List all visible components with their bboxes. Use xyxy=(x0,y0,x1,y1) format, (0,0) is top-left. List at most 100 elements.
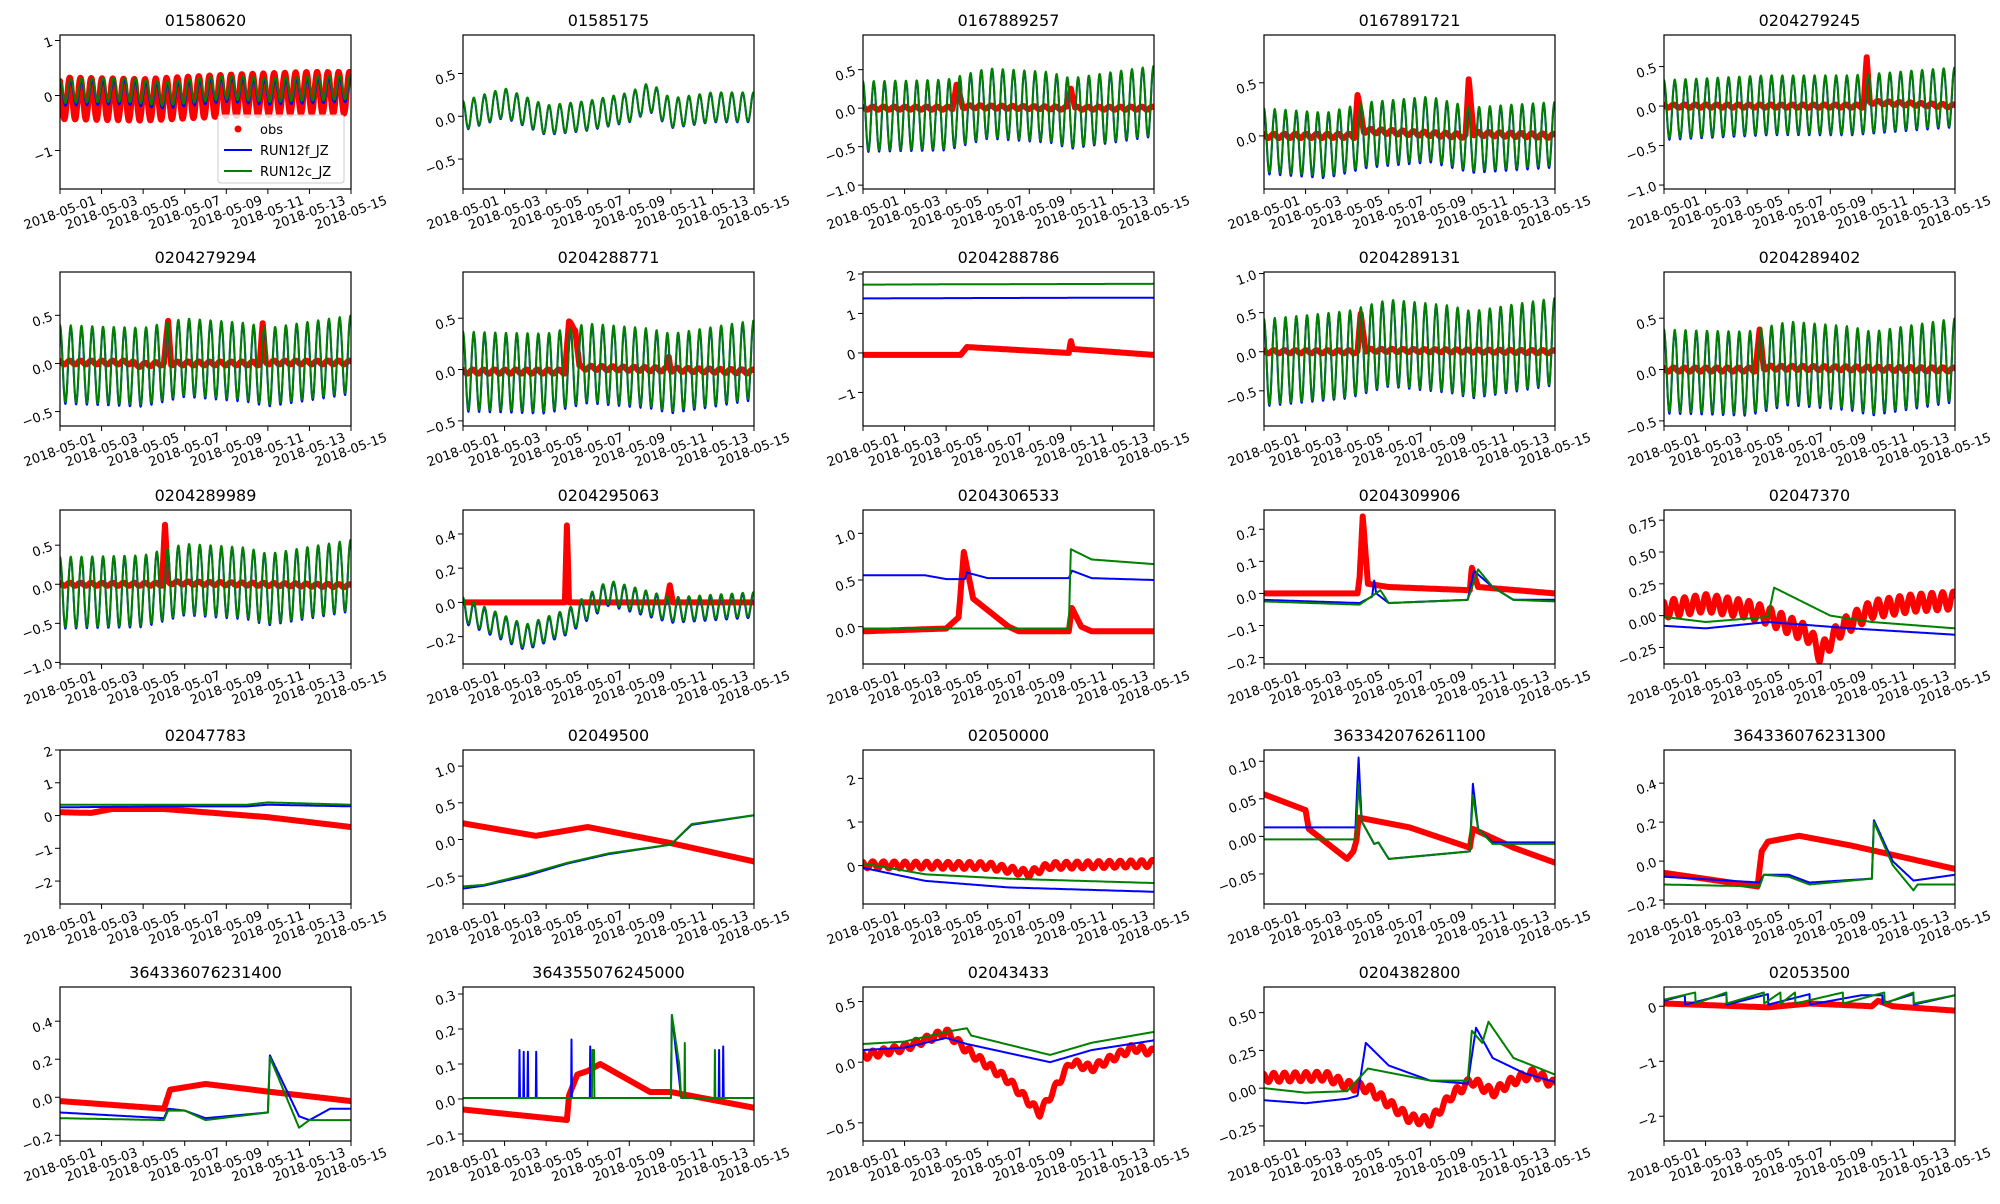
y-tick-label: 0.5 xyxy=(1635,61,1660,82)
subplot-0204279294: 0204279294−0.50.00.52018-05-012018-05-03… xyxy=(20,248,389,470)
y-tick-label: 0.0 xyxy=(1635,100,1660,121)
subplot-02047783: 02047783−2−10122018-05-012018-05-032018-… xyxy=(22,726,389,948)
y-tick-label: −1.0 xyxy=(823,180,858,205)
series-RUN12c_JZ xyxy=(463,319,754,413)
y-tick-label: 0.5 xyxy=(434,68,459,89)
subplot-01580620: 01580620−1012018-05-012018-05-032018-05-… xyxy=(22,11,389,233)
y-tick-label: −2 xyxy=(1636,1111,1659,1132)
y-tick-label: 0.0 xyxy=(834,621,859,642)
series-RUN12c_JZ xyxy=(1664,66,1955,140)
y-tick-label: −0.5 xyxy=(423,153,458,178)
series-RUN12f_JZ xyxy=(863,569,1154,581)
axes-frame xyxy=(1663,34,1956,190)
y-tick-label: −0.5 xyxy=(20,618,55,643)
axes-frame xyxy=(1263,271,1556,427)
subplot-0204289989: 0204289989−1.0−0.50.00.52018-05-012018-0… xyxy=(20,486,389,708)
axes-frame xyxy=(462,34,755,190)
y-tick-label: 0.0 xyxy=(1635,364,1660,385)
series-obs xyxy=(863,549,1154,635)
plot-area xyxy=(463,318,754,415)
y-tick-label: 0.4 xyxy=(31,1016,56,1037)
subplot-title: 0204295063 xyxy=(558,486,660,505)
y-tick-label: 0.5 xyxy=(31,540,56,561)
plot-area xyxy=(1264,756,1555,866)
series-RUN12c_JZ xyxy=(863,548,1154,630)
series-RUN12c_JZ xyxy=(60,74,351,107)
series-RUN12c_JZ xyxy=(463,814,754,888)
axes-frame xyxy=(59,509,352,665)
y-tick-label: 0.25 xyxy=(1627,578,1659,602)
plot-area xyxy=(60,801,351,830)
axes-frame xyxy=(59,749,352,905)
series-obs xyxy=(60,806,351,830)
subplot-363342076261100: 363342076261100−0.050.000.050.102018-05-… xyxy=(1217,726,1594,948)
series-obs xyxy=(60,317,351,370)
y-tick-label: 0.0 xyxy=(1635,855,1660,876)
series-RUN12c_JZ xyxy=(463,580,754,649)
y-tick-label: 0 xyxy=(845,860,858,877)
y-tick-label: −0.1 xyxy=(1224,620,1259,645)
series-RUN12c_JZ xyxy=(1264,568,1555,606)
series-obs xyxy=(60,68,351,124)
series-RUN12f_JZ xyxy=(60,1054,351,1122)
subplot-0204289131: 0204289131−0.50.00.51.02018-05-012018-05… xyxy=(1224,248,1593,470)
y-tick-label: 0.00 xyxy=(1227,831,1259,855)
axes-frame xyxy=(862,986,1155,1142)
plot-area xyxy=(863,65,1154,153)
series-obs xyxy=(1664,588,1955,664)
axes-frame xyxy=(462,749,755,905)
plot-area xyxy=(463,522,754,650)
legend-label: RUN12f_JZ xyxy=(260,144,329,159)
y-tick-label: 1 xyxy=(42,35,55,52)
series-RUN12c_JZ xyxy=(863,862,1154,885)
y-tick-label: −0.1 xyxy=(423,1128,458,1153)
subplot-title: 0204309906 xyxy=(1359,486,1461,505)
subplot-title: 0167889257 xyxy=(958,11,1060,30)
series-RUN12f_JZ xyxy=(1264,1026,1555,1105)
y-tick-label: 0.50 xyxy=(1627,546,1659,570)
series-RUN12c_JZ xyxy=(1664,991,1955,1005)
y-tick-label: −1 xyxy=(32,843,55,864)
subplot-title: 02050000 xyxy=(968,726,1049,745)
series-RUN12c_JZ xyxy=(1664,586,1955,630)
plot-area xyxy=(1264,1020,1555,1129)
y-tick-label: 0.25 xyxy=(1227,1045,1259,1069)
subplot-0204288771: 0204288771−0.50.00.52018-05-012018-05-03… xyxy=(423,248,792,470)
y-tick-label: 0.5 xyxy=(1235,77,1260,98)
subplot-title: 364336076231400 xyxy=(129,963,282,982)
y-tick-label: 0.0 xyxy=(834,103,859,124)
plot-area xyxy=(1664,54,1955,141)
subplot-364336076231400: 364336076231400−0.20.00.20.42018-05-0120… xyxy=(20,963,389,1185)
y-tick-label: 0.0 xyxy=(1235,346,1260,367)
series-RUN12c_JZ xyxy=(863,1027,1154,1056)
y-tick-label: 0.2 xyxy=(31,1054,56,1075)
y-tick-label: −0.5 xyxy=(1624,415,1659,440)
y-tick-label: 0.5 xyxy=(31,310,56,331)
subplot-title: 02047783 xyxy=(165,726,246,745)
y-tick-label: −1 xyxy=(1636,1056,1659,1077)
y-tick-label: −0.2 xyxy=(1624,894,1659,919)
y-tick-label: 0.5 xyxy=(434,797,459,818)
y-tick-label: 0.50 xyxy=(1227,1007,1259,1031)
y-tick-label: 1.0 xyxy=(1235,268,1260,289)
series-RUN12f_JZ xyxy=(863,296,1154,300)
y-tick-label: 0.0 xyxy=(434,834,459,855)
y-tick-label: −0.5 xyxy=(823,141,858,166)
series-RUN12c_JZ xyxy=(60,1056,351,1129)
subplot-title: 363342076261100 xyxy=(1333,726,1486,745)
subplot-title: 0204279294 xyxy=(155,248,257,267)
y-tick-label: 1.0 xyxy=(434,760,459,781)
series-obs xyxy=(1264,1066,1555,1129)
y-tick-label: −0.5 xyxy=(423,415,458,440)
series-RUN12c_JZ xyxy=(1264,297,1555,406)
subplot-title: 364355076245000 xyxy=(532,963,685,982)
y-tick-label: 0.0 xyxy=(1235,588,1260,609)
y-tick-label: −0.5 xyxy=(20,406,55,431)
plot-area xyxy=(60,68,351,124)
series-obs xyxy=(1664,54,1955,111)
series-obs xyxy=(463,820,754,865)
subplot-title: 01580620 xyxy=(165,11,246,30)
subplot-title: 02049500 xyxy=(568,726,649,745)
series-RUN12c_JZ xyxy=(60,538,351,629)
series-obs xyxy=(463,318,754,377)
